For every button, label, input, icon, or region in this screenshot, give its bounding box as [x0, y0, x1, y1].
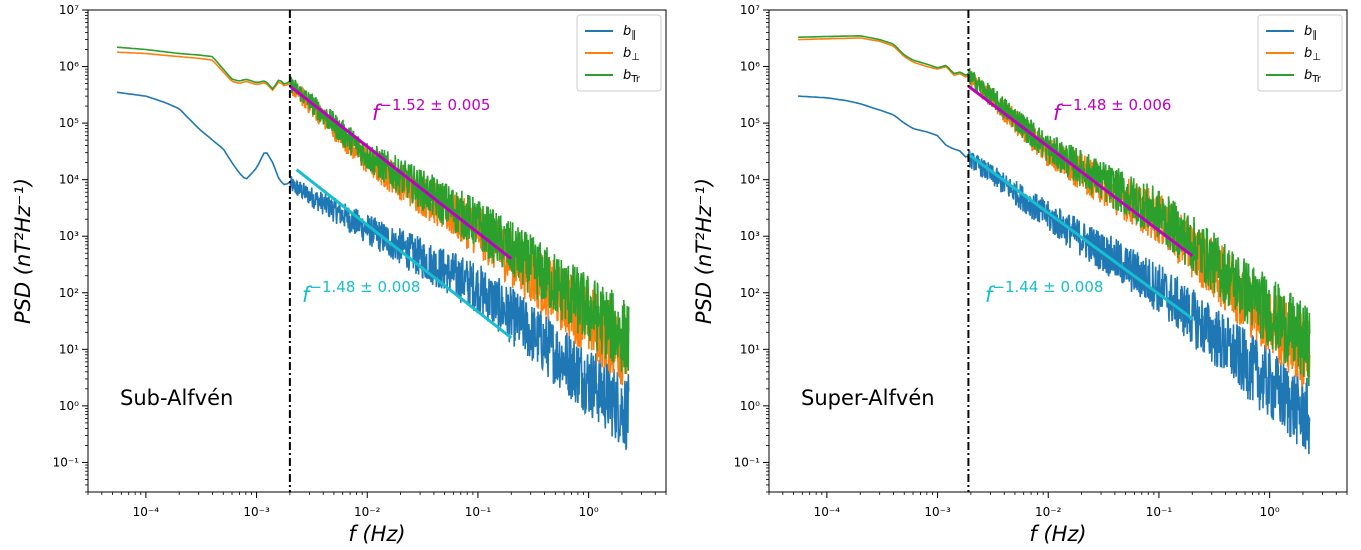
axes-frame	[768, 9, 1348, 493]
x-tick-label: 10⁻⁴	[814, 505, 841, 519]
regime-label: Sub-Alfvén	[120, 386, 233, 410]
x-axis-label: f (Hz)	[348, 522, 405, 546]
fit-label-1: f−1.52 ± 0.005	[372, 96, 490, 125]
legend-entry-label: bTr	[623, 68, 641, 85]
series-line-1	[116, 91, 630, 450]
plot-area	[798, 34, 1311, 455]
y-tick-label: 10⁰	[59, 399, 79, 413]
x-tick-label: 10⁻¹	[465, 505, 492, 519]
panel-1: 10⁻⁴ 10⁻³ 10⁻² 10⁻¹ 10⁰ 10⁻¹ 10⁰ 10¹ 10² 10³ 10⁴ 10…	[11, 3, 667, 546]
y-tick-label: 10⁴	[740, 173, 760, 187]
fit-line-1	[967, 84, 1194, 258]
legend-entry-label: bTr	[1304, 68, 1322, 85]
y-tick-label: 10⁵	[59, 116, 79, 130]
y-tick-label: 10⁶	[740, 60, 760, 74]
legend: b∥ b⊥ bTr	[1257, 14, 1343, 92]
x-tick-label: 10⁻²	[1035, 505, 1062, 519]
x-tick-label: 10⁻³	[243, 505, 270, 519]
fit-label-2: f−1.44 ± 0.008	[985, 278, 1103, 307]
x-tick-label: 10⁰	[579, 505, 599, 519]
legend-entry-label: b⊥	[623, 46, 640, 63]
legend-entry-label: b∥	[623, 24, 636, 41]
x-tick-label: 10⁻¹	[1146, 505, 1173, 519]
y-tick-label: 10⁵	[740, 116, 760, 130]
y-tick-label: 10⁷	[740, 3, 760, 17]
fit-line-2	[295, 168, 513, 339]
y-tick-label: 10¹	[740, 342, 760, 356]
x-tick-label: 10⁰	[1260, 505, 1280, 519]
y-tick-label: 10³	[59, 229, 79, 243]
regime-label: Super-Alfvén	[801, 386, 935, 410]
y-tick-label: 10⁻¹	[53, 455, 80, 469]
y-tick-label: 10⁷	[59, 3, 79, 17]
x-axis-label: f (Hz)	[1029, 522, 1086, 546]
fit-label-1: f−1.48 ± 0.006	[1053, 96, 1171, 125]
legend-entry-label: b⊥	[1304, 46, 1321, 63]
fit-label-2: f−1.48 ± 0.008	[302, 278, 420, 307]
y-axis-label: PSD (nT²Hz⁻¹)	[11, 178, 35, 324]
series-line-1	[798, 95, 1311, 455]
fit-line-1	[288, 84, 513, 260]
x-tick-label: 10⁻²	[354, 505, 381, 519]
legend-box	[576, 14, 662, 92]
y-tick-label: 10⁶	[59, 60, 79, 74]
y-axis-label: PSD (nT²Hz⁻¹)	[692, 178, 716, 324]
y-tick-label: 10⁻¹	[734, 455, 761, 469]
legend-box	[1257, 14, 1343, 92]
plot-area	[116, 46, 630, 450]
y-tick-label: 10⁰	[740, 399, 760, 413]
series-line-3	[798, 34, 1311, 387]
y-tick-label: 10²	[59, 286, 79, 300]
axes-frame	[87, 9, 667, 493]
y-tick-label: 10³	[740, 229, 760, 243]
x-tick-label: 10⁻³	[924, 505, 951, 519]
y-tick-label: 10²	[740, 286, 760, 300]
fit-line-2	[967, 153, 1194, 320]
y-tick-label: 10¹	[59, 342, 79, 356]
x-tick-label: 10⁻⁴	[133, 505, 160, 519]
panel-2: 10⁻⁴ 10⁻³ 10⁻² 10⁻¹ 10⁰ 10⁻¹ 10⁰ 10¹ 10² 10³ 10⁴ 10…	[692, 3, 1348, 546]
legend-entry-label: b∥	[1304, 24, 1317, 41]
legend: b∥ b⊥ bTr	[576, 14, 662, 92]
y-tick-label: 10⁴	[59, 173, 79, 187]
